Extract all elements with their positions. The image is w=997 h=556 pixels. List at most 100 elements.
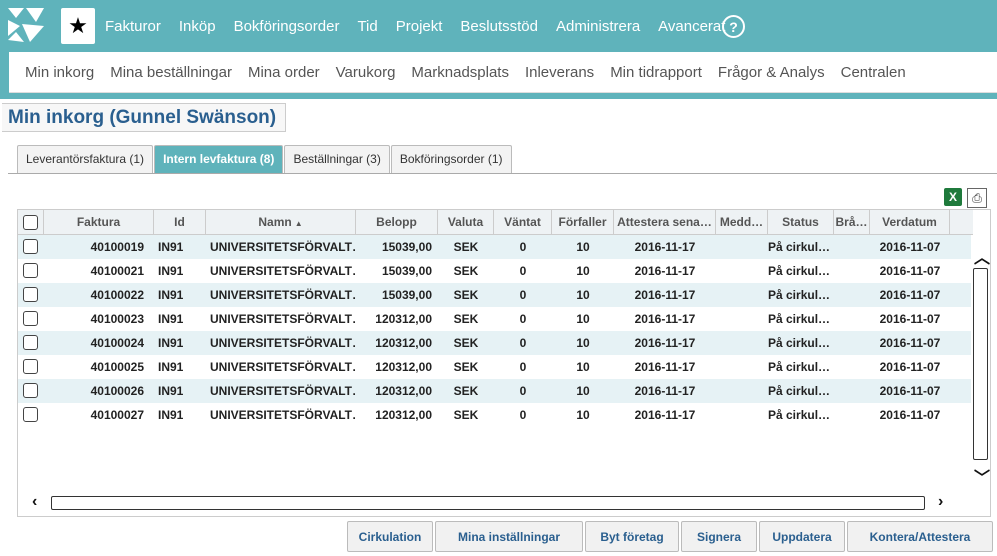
table-cell: På cirkul… [768, 360, 831, 374]
select-all-checkbox[interactable] [23, 215, 38, 230]
horizontal-scroll-thumb[interactable] [51, 496, 925, 510]
column-header[interactable]: Belopp [356, 210, 438, 234]
row-checkbox[interactable] [23, 263, 38, 278]
mina-installningar-button[interactable]: Mina inställningar [435, 521, 583, 552]
sub-nav-item[interactable]: Mina beställningar [110, 63, 232, 81]
table-cell: SEK [453, 312, 479, 326]
grid-header: Faktura Id Namn ▲ Belopp Valuta Väntat Förfalle… [18, 210, 973, 235]
tab[interactable]: Leverantörsfaktura (1) [17, 145, 154, 173]
sub-nav-item[interactable]: Frågor & Analys [717, 63, 825, 81]
top-nav-item[interactable]: Projekt [395, 17, 443, 35]
table-cell [716, 331, 768, 355]
sub-nav-item[interactable]: Min inkorg [25, 63, 95, 81]
top-nav-item[interactable]: Avancerat [658, 17, 726, 35]
column-header[interactable]: Id [154, 210, 206, 234]
print-icon[interactable]: ⎙ [967, 188, 987, 208]
table-cell [834, 235, 870, 259]
top-nav-item[interactable]: Inköp [178, 17, 216, 35]
sub-nav-menu: Min inkorg Mina beställningar Mina order Va… [9, 52, 997, 93]
table-row[interactable]: 40100026 IN91 UNIVERSITETSFÖRVALT… 120312,0… [18, 379, 971, 403]
table-cell: 10 [576, 264, 590, 278]
column-header[interactable]: Förfaller [552, 210, 614, 234]
scroll-up-icon[interactable]: ︿ [974, 250, 991, 267]
row-checkbox[interactable] [23, 287, 38, 302]
table-cell [834, 379, 870, 403]
sub-nav-item[interactable]: Inleverans [524, 63, 595, 81]
column-header[interactable]: Brå… [834, 210, 870, 234]
top-nav-item[interactable]: Beslutsstöd [460, 17, 538, 35]
column-header[interactable]: Verdatum [870, 210, 950, 234]
help-icon[interactable]: ? [722, 15, 745, 38]
row-checkbox[interactable] [23, 239, 38, 254]
column-header[interactable]: Status [768, 210, 834, 234]
column-header-label: Faktura [76, 215, 121, 229]
sub-nav-item[interactable]: Marknadsplats [411, 63, 509, 81]
uppdatera-button[interactable]: Uppdatera [759, 521, 845, 552]
row-checkbox[interactable] [23, 359, 38, 374]
horizontal-scrollbar[interactable]: ‹ › [18, 493, 973, 515]
table-cell: SEK [453, 240, 479, 254]
row-checkbox[interactable] [23, 335, 38, 350]
excel-export-icon[interactable]: X [944, 188, 962, 206]
vertical-scroll-thumb[interactable] [973, 268, 988, 460]
column-header[interactable]: Medd… [716, 210, 768, 234]
tab[interactable]: Intern levfaktura (8) [154, 145, 284, 173]
top-nav-item[interactable]: Tid [357, 17, 378, 35]
column-header[interactable]: Attestera sena… [614, 210, 716, 234]
table-row[interactable]: 40100022 IN91 UNIVERSITETSFÖRVALT… 15039,00… [18, 283, 971, 307]
table-cell: 2016-11-07 [879, 264, 941, 278]
table-cell: 2016-11-17 [634, 240, 696, 254]
scroll-left-icon[interactable]: ‹ [32, 493, 38, 510]
table-cell: 40100021 [90, 264, 144, 278]
row-checkbox[interactable] [23, 383, 38, 398]
table-row[interactable]: 40100024 IN91 UNIVERSITETSFÖRVALT… 120312,0… [18, 331, 971, 355]
top-nav-item[interactable]: Fakturor [105, 17, 161, 35]
table-cell: 10 [576, 360, 590, 374]
table-cell: 2016-11-17 [634, 312, 696, 326]
table-row[interactable]: 40100027 IN91 UNIVERSITETSFÖRVALT… 120312,0… [18, 403, 971, 427]
vertical-scrollbar[interactable]: ︿ ﹀ [972, 240, 991, 487]
column-header-label: Brå… [835, 215, 868, 229]
column-header-label: Attestera sena… [617, 215, 712, 229]
table-cell: 15039,00 [381, 240, 432, 254]
table-cell: IN91 [158, 240, 184, 254]
column-header[interactable]: Väntat [494, 210, 552, 234]
cirkulation-button[interactable]: Cirkulation [347, 521, 433, 552]
signera-button[interactable]: Signera [681, 521, 757, 552]
favorites-star-icon[interactable]: ★ [61, 8, 95, 44]
table-cell: 10 [576, 288, 590, 302]
table-row[interactable]: 40100021 IN91 UNIVERSITETSFÖRVALT… 15039,00… [18, 259, 971, 283]
top-nav-item[interactable]: Bokföringsorder [233, 17, 340, 35]
tab[interactable]: Beställningar (3) [284, 145, 390, 173]
table-cell [834, 403, 870, 427]
sub-nav-item[interactable]: Centralen [840, 63, 906, 81]
scroll-down-icon[interactable]: ﹀ [974, 470, 991, 487]
sub-nav-item[interactable]: Varukorg [335, 63, 396, 81]
column-header-label: Medd… [719, 215, 764, 229]
column-header[interactable]: Valuta [438, 210, 494, 234]
column-header[interactable]: Namn ▲ [206, 210, 356, 234]
scroll-right-icon[interactable]: › [938, 493, 944, 510]
tab[interactable]: Bokföringsorder (1) [390, 145, 512, 173]
column-header-label: Namn [258, 215, 292, 229]
table-cell [716, 379, 768, 403]
table-cell: 0 [519, 264, 527, 278]
table-row[interactable]: 40100023 IN91 UNIVERSITETSFÖRVALT… 120312,0… [18, 307, 971, 331]
row-checkbox[interactable] [23, 311, 38, 326]
kontera-attestera-button[interactable]: Kontera/Attestera [847, 521, 993, 552]
byt-foretag-button[interactable]: Byt företag [585, 521, 679, 552]
table-row[interactable]: 40100019 IN91 UNIVERSITETSFÖRVALT… 15039,00… [18, 235, 971, 259]
column-header[interactable]: Faktura [44, 210, 154, 234]
table-cell: SEK [453, 264, 479, 278]
table-row[interactable]: 40100025 IN91 UNIVERSITETSFÖRVALT… 120312,0… [18, 355, 971, 379]
table-cell [716, 307, 768, 331]
column-header-label: Förfaller [558, 215, 607, 229]
top-nav-item[interactable]: Administrera [555, 17, 641, 35]
row-checkbox[interactable] [23, 407, 38, 422]
sub-nav-item[interactable]: Min tidrapport [610, 63, 702, 81]
table-cell: 2016-11-07 [879, 240, 941, 254]
app-logo-icon[interactable] [6, 6, 46, 44]
table-cell: 2016-11-07 [879, 288, 941, 302]
table-cell: 40100027 [90, 408, 144, 422]
sub-nav-item[interactable]: Mina order [247, 63, 320, 81]
